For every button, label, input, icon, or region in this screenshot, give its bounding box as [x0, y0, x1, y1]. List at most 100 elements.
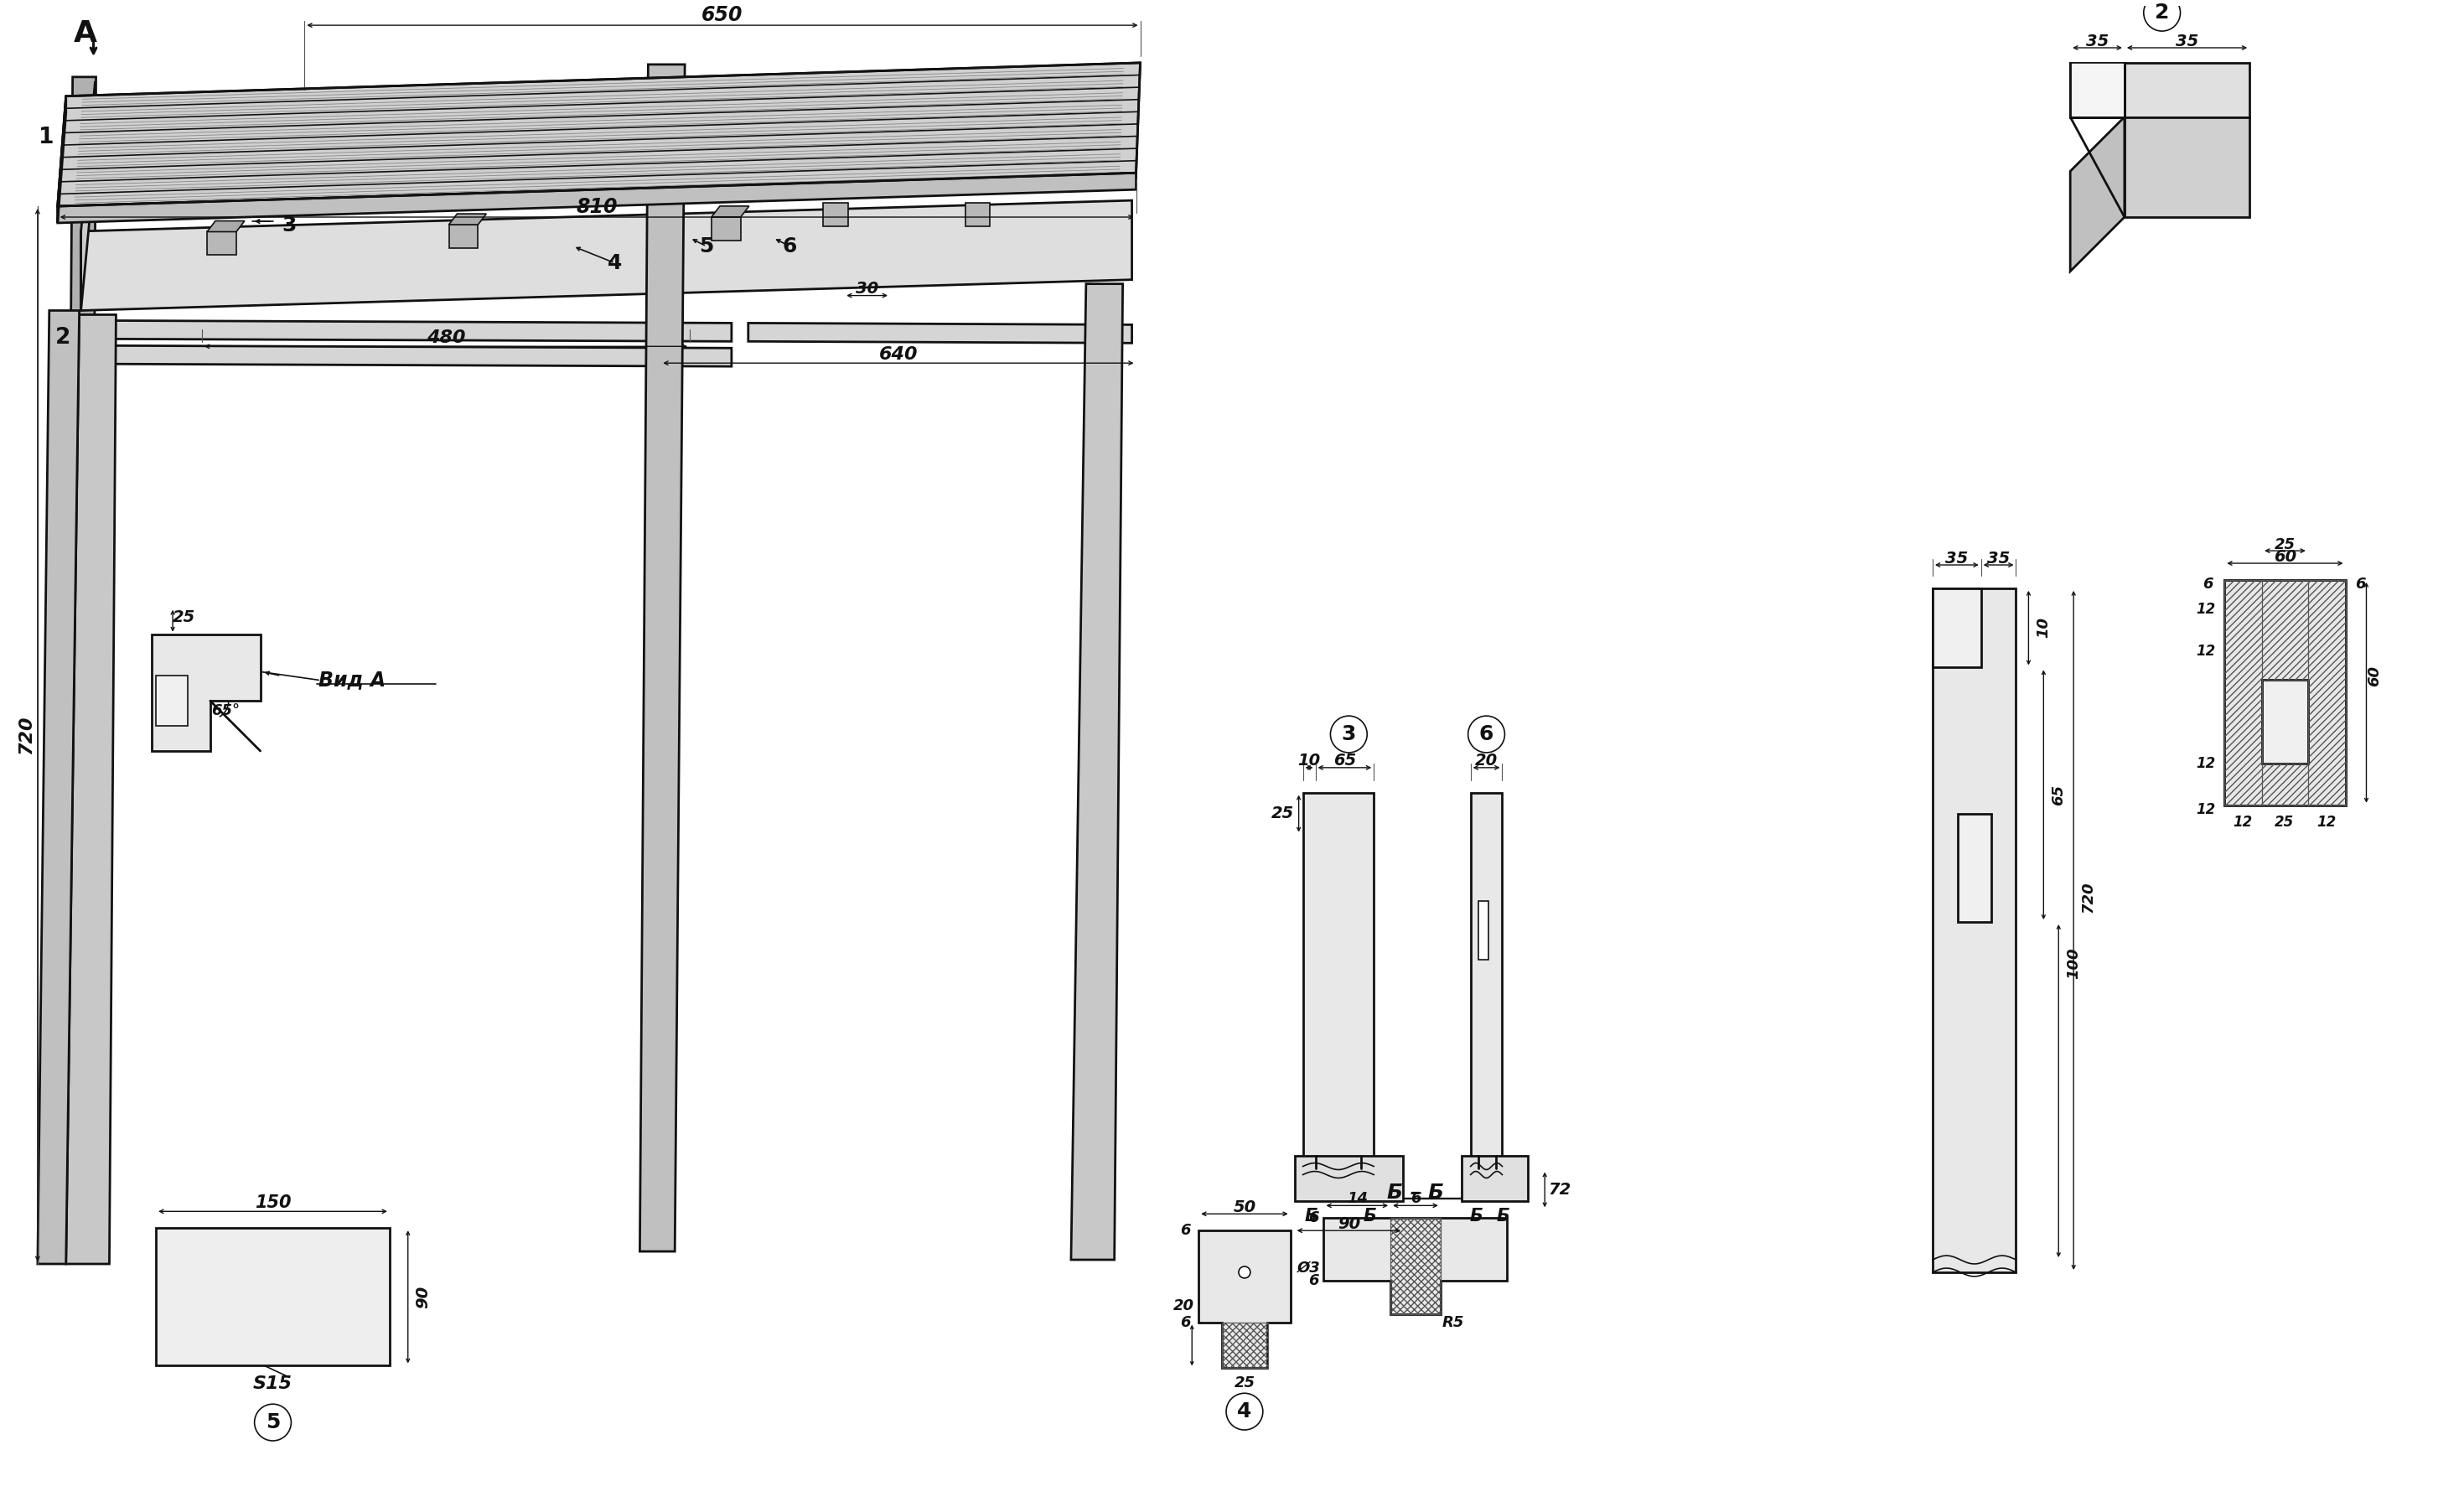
Text: 60: 60 [2368, 666, 2383, 686]
Bar [1959, 814, 1991, 922]
Bar [1390, 1218, 1441, 1314]
Text: Ø3: Ø3 [1296, 1260, 1321, 1275]
Text: 6: 6 [1478, 725, 1493, 744]
Circle shape [288, 1319, 308, 1337]
Text: 12: 12 [2195, 757, 2215, 772]
Text: 2: 2 [54, 327, 71, 350]
Polygon shape [2124, 118, 2250, 217]
Text: 12: 12 [2195, 643, 2215, 659]
Bar [966, 203, 991, 226]
Text: 25: 25 [1271, 806, 1294, 821]
Bar [2262, 680, 2309, 764]
Text: 14: 14 [1348, 1192, 1368, 1207]
Text: 6: 6 [1409, 1192, 1422, 1207]
Polygon shape [2070, 63, 2124, 118]
Text: 150: 150 [254, 1195, 291, 1212]
Text: 6: 6 [1180, 1314, 1190, 1329]
Polygon shape [1471, 793, 1503, 1168]
Polygon shape [2070, 118, 2124, 271]
Circle shape [195, 1257, 214, 1275]
Text: 12: 12 [2232, 814, 2252, 829]
Polygon shape [64, 77, 96, 1255]
Text: 12: 12 [2195, 601, 2215, 616]
Text: 4: 4 [609, 253, 621, 273]
Text: 480: 480 [426, 330, 466, 347]
Polygon shape [57, 173, 1136, 223]
Bar [2262, 764, 2309, 805]
Text: 6: 6 [2356, 577, 2365, 592]
Text: 25: 25 [1234, 1376, 1254, 1391]
Text: 12: 12 [2195, 802, 2215, 817]
Text: 720: 720 [17, 716, 34, 755]
Bar [155, 1228, 389, 1365]
Text: 90: 90 [1338, 1216, 1360, 1231]
Text: 2: 2 [2154, 3, 2168, 23]
Text: 720: 720 [2082, 882, 2097, 913]
Polygon shape [712, 206, 749, 217]
Text: 35: 35 [1986, 550, 2011, 567]
Text: 60: 60 [2274, 549, 2296, 565]
Text: 10: 10 [1299, 754, 1321, 769]
Polygon shape [99, 321, 732, 342]
Polygon shape [99, 345, 732, 366]
Text: 4: 4 [1237, 1402, 1252, 1421]
Text: 20: 20 [1173, 1298, 1195, 1313]
Polygon shape [81, 200, 1131, 310]
Circle shape [195, 1319, 214, 1337]
Text: 6: 6 [784, 237, 798, 256]
Bar [1294, 1156, 1402, 1201]
Polygon shape [2124, 63, 2250, 118]
Polygon shape [207, 222, 244, 232]
Text: Б: Б [1469, 1209, 1483, 1225]
Polygon shape [641, 65, 685, 1251]
Text: 10: 10 [2035, 616, 2050, 637]
Text: S15: S15 [254, 1376, 293, 1392]
Bar [448, 225, 478, 249]
Text: 65: 65 [2050, 785, 2067, 806]
Text: Б: Б [1363, 1209, 1377, 1225]
Text: 5: 5 [266, 1412, 281, 1433]
Bar [823, 203, 848, 226]
Text: 650: 650 [702, 5, 744, 26]
Circle shape [1239, 1266, 1249, 1278]
Circle shape [288, 1257, 308, 1275]
Text: 65: 65 [1333, 754, 1355, 769]
Polygon shape [81, 81, 96, 310]
Text: Б – Б: Б – Б [1387, 1183, 1444, 1203]
Text: 35: 35 [1947, 550, 1969, 567]
Text: Б: Б [1496, 1209, 1510, 1225]
Polygon shape [1323, 1218, 1508, 1314]
Text: 35: 35 [2087, 33, 2109, 50]
Polygon shape [448, 214, 485, 225]
Text: 1: 1 [37, 127, 54, 149]
Polygon shape [749, 322, 1131, 344]
Bar [155, 675, 187, 726]
Text: 50: 50 [1232, 1200, 1257, 1215]
Text: 5: 5 [700, 237, 715, 256]
Text: 25: 25 [2274, 814, 2294, 829]
Bar [2262, 580, 2309, 680]
Text: 6: 6 [1180, 1224, 1190, 1239]
Text: 12: 12 [2316, 814, 2336, 829]
Polygon shape [57, 63, 1141, 206]
Text: 20: 20 [1476, 754, 1498, 769]
Text: 72: 72 [1547, 1181, 1572, 1198]
Polygon shape [1198, 1231, 1291, 1368]
Text: R5: R5 [1441, 1314, 1464, 1329]
Text: 640: 640 [880, 347, 919, 363]
Text: 35: 35 [2176, 33, 2198, 50]
Text: A: A [74, 20, 96, 48]
Bar [207, 232, 237, 255]
Text: 3: 3 [283, 216, 296, 235]
Text: 65°: 65° [212, 704, 239, 719]
Text: 100: 100 [2065, 948, 2082, 980]
Bar [1932, 588, 2016, 1272]
Polygon shape [153, 634, 261, 750]
Text: 3: 3 [1340, 725, 1355, 744]
Text: 30: 30 [855, 280, 880, 297]
Text: 90: 90 [414, 1285, 431, 1308]
Polygon shape [37, 310, 79, 1264]
Polygon shape [1072, 283, 1124, 1260]
Bar [712, 217, 742, 240]
Bar [2309, 580, 2346, 805]
